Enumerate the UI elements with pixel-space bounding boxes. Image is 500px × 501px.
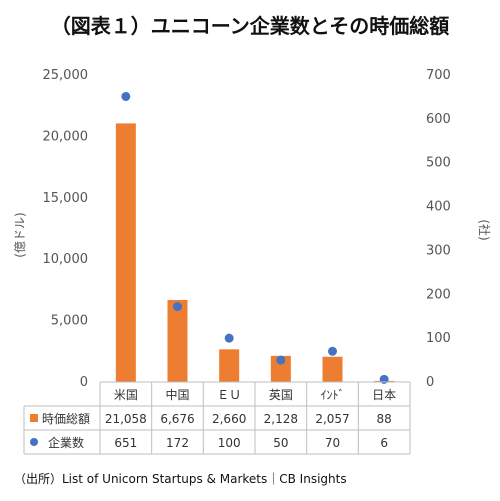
data-label: 2,660 [212,412,246,426]
bar [219,349,240,382]
data-point [276,355,286,365]
legend-label: 企業数 [48,435,84,450]
x-category-label: ｲﾝﾄﾞ [320,388,344,402]
data-label: 70 [325,436,340,450]
x-category-label: 英国 [269,388,293,402]
data-label: 88 [377,412,392,426]
y2-tick-label: 500 [426,156,451,171]
y2-tick-label: 200 [426,287,451,302]
legend-swatch [30,414,38,422]
bar [270,355,291,382]
data-label: 21,058 [105,412,147,426]
chart-canvas: 0 5,000 10,000 15,000 20,000 25,000 0 100 200 30… [13,68,492,455]
y2-tick-label: 700 [426,68,451,83]
x-category-label: 米国 [114,388,138,402]
y2-tick-label: 400 [426,200,451,215]
y-tick-label: 25,000 [43,68,89,83]
y-tick-label: 15,000 [43,191,89,206]
bar [167,300,188,382]
y2-tick-label: 300 [426,243,451,258]
data-point [328,346,337,356]
y2-tick-label: 0 [426,375,434,390]
data-label: 172 [166,436,189,450]
data-point [224,333,234,343]
chart-title: （図表１）ユニコーン企業数とその時価総額 [50,14,450,38]
data-label: 100 [218,436,241,450]
bar [322,356,343,382]
data-label: 6 [380,436,388,450]
data-point [173,302,182,312]
legend-label: 時価総額 [42,412,90,426]
data-label: 50 [273,436,288,450]
y-axis-title: (億ドル) [13,212,27,257]
y-axis-left: 0 5,000 10,000 15,000 20,000 25,000 [43,68,89,390]
data-label: 6,676 [160,412,194,426]
data-point [121,91,131,101]
y2-tick-label: 100 [426,331,451,346]
y2-tick-label: 600 [426,112,451,127]
source-note: （出所）List of Unicorn Startups & Markets｜C… [14,472,347,486]
data-label: 2,057 [315,412,349,426]
legend-marker [30,438,38,446]
y-tick-label: 20,000 [43,129,89,144]
bar [115,123,136,382]
x-category-label: ＥＵ [217,388,241,402]
x-category-label: 日本 [372,388,396,402]
y-tick-label: 10,000 [43,252,89,267]
y-tick-label: 5,000 [51,314,88,329]
y-axis-right: 0 100 200 300 400 500 600 700 [426,68,451,390]
data-label: 651 [114,436,137,450]
y2-axis-title: (社) [477,219,492,240]
data-label: 2,128 [264,412,298,426]
y-tick-label: 0 [80,375,88,390]
plot-area [100,91,410,384]
x-category-label: 中国 [165,387,189,402]
data-point [379,374,389,384]
